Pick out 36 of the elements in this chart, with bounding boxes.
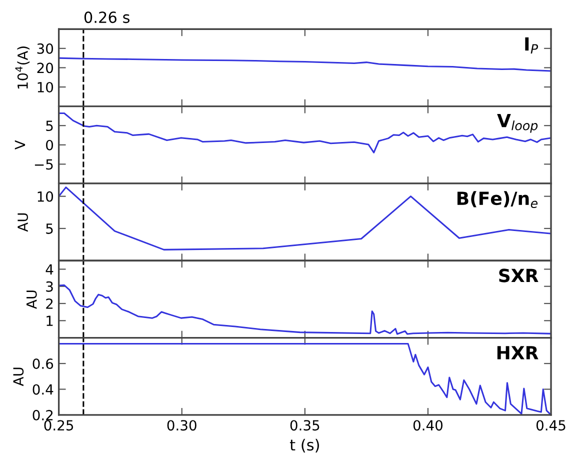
y-tick-label: 1: [46, 316, 53, 326]
y-tick-label: 0: [46, 140, 54, 150]
y-tick-label: 3: [46, 281, 53, 292]
chart-title: SXR: [499, 268, 538, 282]
line-series: [58, 186, 552, 250]
chart-title: HXR: [497, 346, 538, 360]
y-tick-label: 5: [46, 224, 53, 234]
line-series: [58, 284, 552, 335]
ref-line-label: 0.26 s: [84, 12, 130, 24]
line-series: [58, 57, 552, 72]
x-tick-label: 0.30: [167, 420, 196, 431]
chart-title: B(Fe)/n$_{e}$: [457, 191, 538, 208]
x-tick-label: 0.40: [413, 420, 443, 431]
y-axis-title: AU: [26, 290, 37, 309]
y-axis-title: V: [14, 140, 26, 150]
y-tick-label: 10: [38, 82, 54, 92]
y-tick-label: 2: [46, 298, 53, 309]
y-tick-label: 10: [38, 191, 54, 202]
line-series: [58, 112, 552, 154]
x-tick-label: 0.35: [290, 420, 320, 431]
x-axis-title: t (s): [290, 438, 319, 452]
y-tick-label: −5: [34, 159, 53, 170]
x-tick-label: 0.45: [536, 420, 566, 431]
y-tick-label: 4: [46, 264, 54, 274]
y-tick-label: 5: [46, 120, 53, 132]
y-tick-label: 0.2: [32, 410, 53, 420]
chart-title: I$_{P}$: [525, 37, 538, 54]
chart-title: V$_{loop}$: [497, 114, 538, 133]
y-tick-label: 30: [37, 43, 54, 54]
x-tick-label: 0.25: [44, 420, 74, 431]
y-tick-label: 0.6: [32, 358, 54, 369]
y-axis-title: AU: [18, 213, 28, 232]
y-axis-title: AU: [13, 368, 24, 386]
y-axis-title: 10$^{4}$(A): [15, 46, 30, 89]
y-tick-label: 20: [37, 62, 54, 74]
y-tick-label: 0.4: [32, 384, 54, 395]
